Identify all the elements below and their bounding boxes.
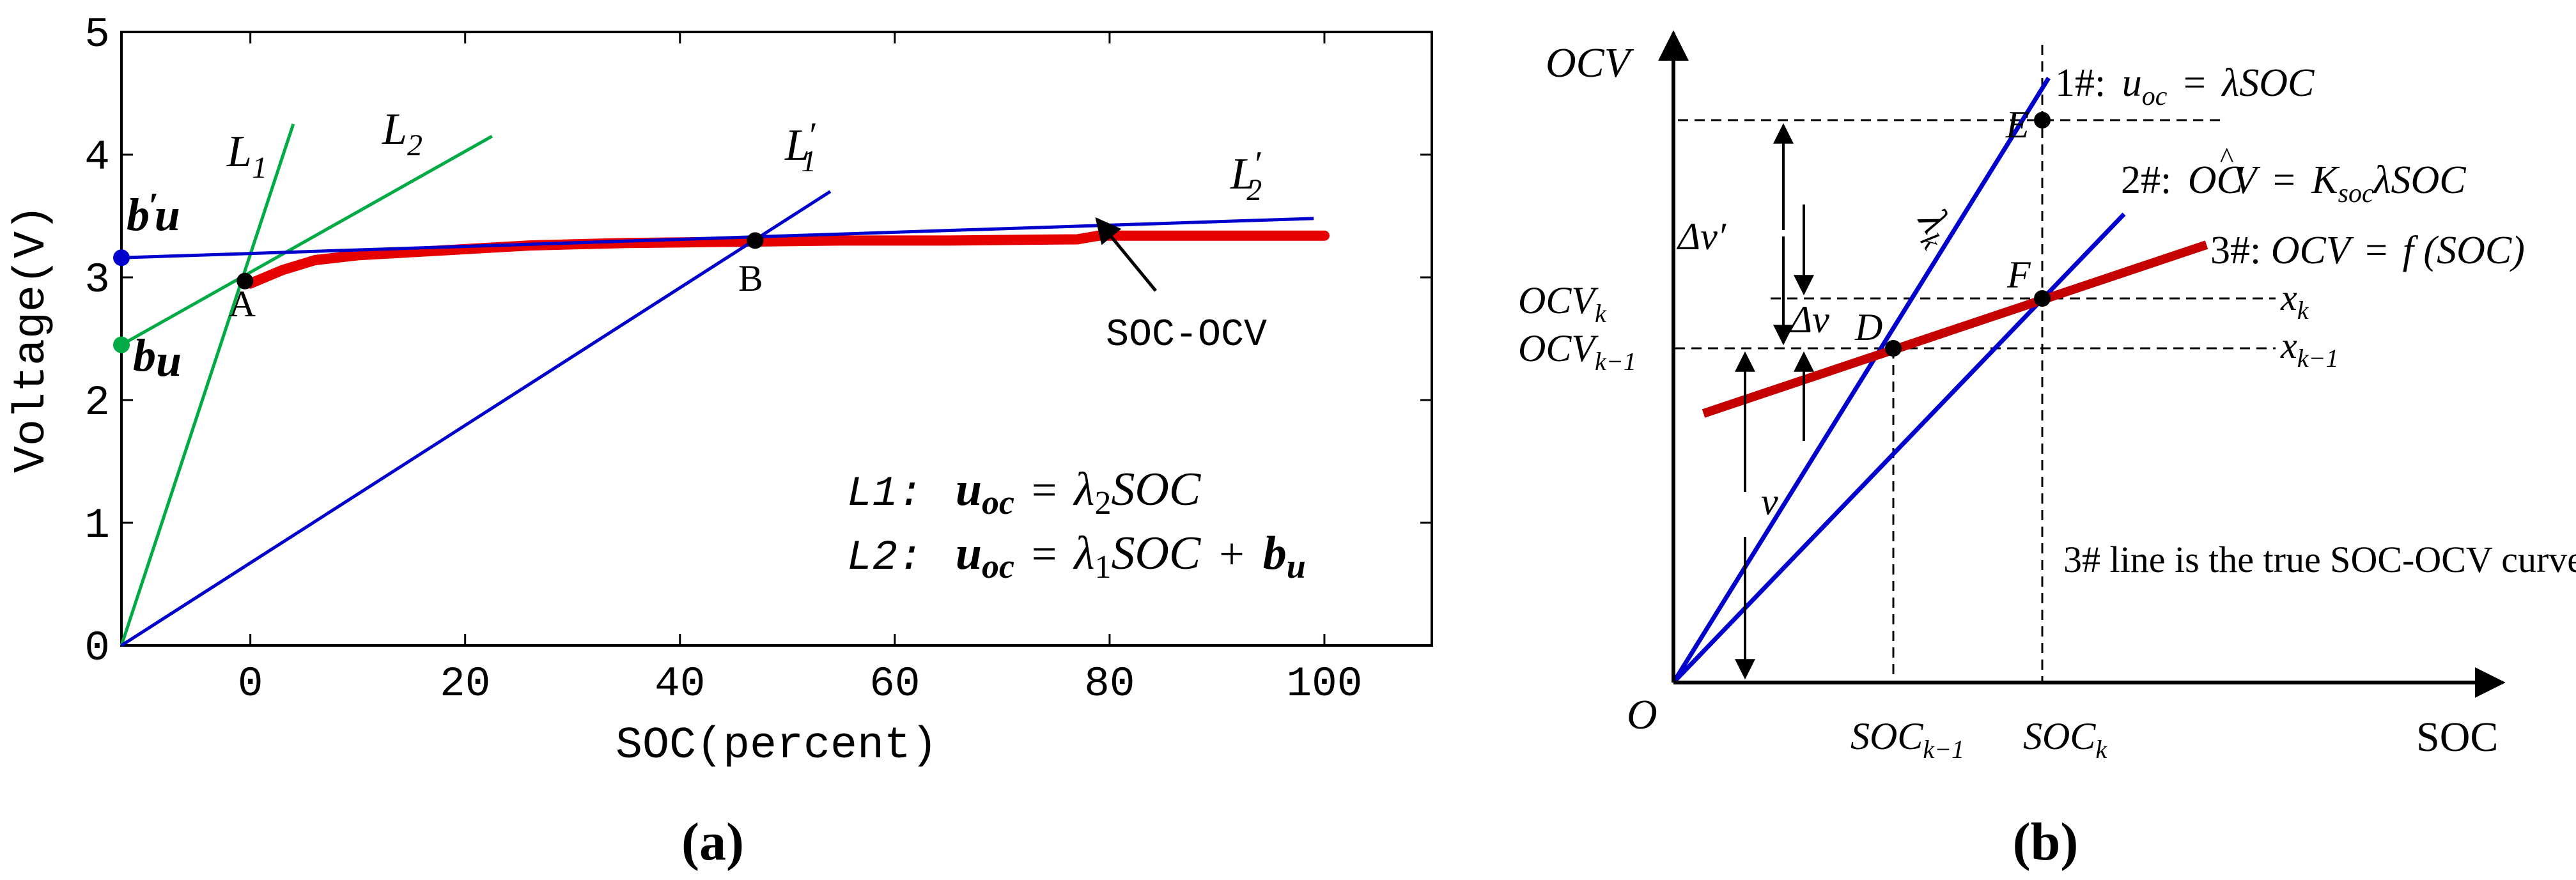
y-tick-label: 0 xyxy=(84,624,110,672)
bu-marker xyxy=(113,336,130,353)
point-f-marker xyxy=(2034,290,2051,307)
panel-a-ylabel: Voltage(V) xyxy=(7,205,58,473)
point-e-marker xyxy=(2034,112,2051,128)
panel-a-caption: (a) xyxy=(681,812,744,872)
x-tick-label: 100 xyxy=(1287,660,1363,708)
label-bu-prime: b′u xyxy=(127,186,180,240)
panel-b-diagram: OCV SOC O 1#: uoc = λSOC 2#: OC^ V = Ksoc… xyxy=(1518,30,2576,872)
curve-2 xyxy=(1672,212,2126,684)
curve-1 xyxy=(1672,77,2051,684)
origin-label: O xyxy=(1627,691,1657,738)
line-l2 xyxy=(120,135,493,346)
panel-b-caption: (b) xyxy=(2013,812,2079,872)
x-tick-label: 80 xyxy=(1084,660,1135,708)
label-point-b: B xyxy=(738,258,763,299)
soc-ocv-annotation-arrow xyxy=(1095,217,1157,292)
panel-b-note: 3# line is the true SOC-OCV curve xyxy=(2063,539,2576,580)
label-point-e: E xyxy=(2005,104,2029,146)
label-l1: L1 xyxy=(226,127,267,185)
bu-prime-marker xyxy=(113,249,130,266)
label-point-a: A xyxy=(229,283,256,325)
soc-ocv-annotation: SOC-OCV xyxy=(1106,314,1267,357)
label-bu: bu xyxy=(133,330,182,386)
line-l1 xyxy=(120,123,295,646)
soc-axis-label: SOC xyxy=(2416,714,2498,760)
panel-b-guides xyxy=(1675,45,2276,681)
label-delta-v-prime: Δv′ xyxy=(1677,215,1726,258)
ocv-axis-label: OCV xyxy=(1546,40,1634,86)
y-tick-label: 5 xyxy=(84,11,110,59)
y-tick-label: 3 xyxy=(84,256,110,304)
x-tick-label: 60 xyxy=(869,660,920,708)
panel-a-axes: 0 20 40 60 80 100 0 1 2 3 4 5 xyxy=(84,11,1432,708)
label-x-k: xk xyxy=(2280,277,2309,325)
label-x-k-1: xk−1 xyxy=(2280,325,2339,373)
curve-1-label: 1#: uoc = λSOC xyxy=(2055,61,2315,114)
label-soc-k: SOCk xyxy=(2023,715,2107,764)
line-l1-prime xyxy=(120,190,832,647)
point-d-marker xyxy=(1885,340,1902,357)
point-b-marker xyxy=(747,232,764,249)
panel-a-equations: L1: uoc = λ2SOC L2: uoc = λ1SOC + bu xyxy=(847,463,1306,588)
label-l2-prime: L′ 2 xyxy=(1230,144,1262,207)
label-v: v xyxy=(1761,481,1778,523)
label-point-d: D xyxy=(1854,306,1882,348)
label-ocv-k: OCVk xyxy=(1518,279,1607,328)
label-ocv-k-1: OCVk−1 xyxy=(1518,327,1636,376)
point-a-marker xyxy=(237,272,254,289)
x-tick-label: 20 xyxy=(440,660,490,708)
label-point-f: F xyxy=(2006,254,2031,296)
x-tick-label: 0 xyxy=(238,660,263,708)
panel-a-chart: 0 20 40 60 80 100 0 1 2 3 4 5 L1 L2 L′ 1 L′ 2 A B b′u… xyxy=(7,11,1433,872)
y-tick-label: 1 xyxy=(84,502,110,550)
soc-ocv-curve xyxy=(245,230,1330,289)
label-l1-prime: L′ 1 xyxy=(784,116,816,178)
y-tick-label: 4 xyxy=(84,134,110,181)
x-tick-label: 40 xyxy=(655,660,705,708)
equation-l2: L2: uoc = λ1SOC + bu xyxy=(847,527,1306,588)
y-tick-label: 2 xyxy=(84,379,110,427)
panel-a-xlabel: SOC(percent) xyxy=(616,721,938,771)
equation-l1: L1: uoc = λ2SOC xyxy=(847,463,1202,524)
label-soc-k-1: SOCk−1 xyxy=(1851,715,1964,764)
curve-2-label: 2#: OC^ V = KsocλSOC xyxy=(2121,141,2466,208)
curve-3 xyxy=(1702,240,2208,418)
label-delta-v: Δv xyxy=(1788,298,1829,341)
label-l2: L2 xyxy=(382,105,423,162)
curve-3-label: 3#: OCV = f (SOC) xyxy=(2210,229,2525,272)
